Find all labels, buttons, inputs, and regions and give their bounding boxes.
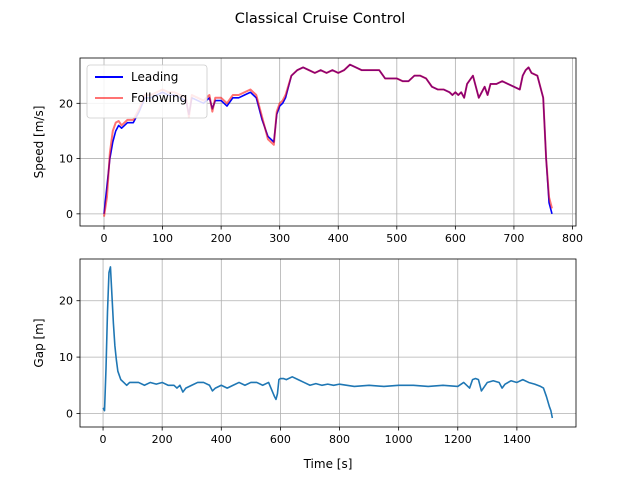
gap-xtick-label-1: 200	[152, 433, 173, 446]
figure-title: Classical Cruise Control	[235, 11, 405, 27]
gap-axes-frame	[79, 258, 577, 428]
speed-ytick-label-1: 10	[59, 153, 73, 166]
speed-legend	[86, 64, 208, 119]
gap-plot: 0 200 400 600 800 1000 1200 1400 0 10 20 Gap [m] Tim…	[32, 258, 577, 471]
speed-legend-label-leading: Leading	[131, 70, 178, 84]
gap-xtick-label-4: 800	[329, 433, 350, 446]
gap-xtick-label-6: 1200	[444, 433, 472, 446]
speed-xtick-label-3: 300	[269, 232, 290, 245]
gap-ytick-label-0: 0	[66, 407, 73, 420]
speed-axes-frame	[79, 57, 577, 227]
gap-xtick-label-3: 600	[270, 433, 291, 446]
gap-xtick-label-0: 0	[100, 433, 107, 446]
gap-series-0-line	[102, 266, 554, 419]
speed-xtick-label-7: 700	[503, 232, 524, 245]
gap-ytick-label-2: 20	[59, 295, 73, 308]
speed-xtick-label-8: 800	[562, 232, 583, 245]
speed-xtick-label-5: 500	[386, 232, 407, 245]
speed-xtick-label-0: 0	[101, 232, 108, 245]
speed-plot: 0 100 200 300 400 500 600 700 800 0 10 20 Speed [m/s…	[32, 57, 583, 245]
speed-ytick-label-0: 0	[66, 208, 73, 221]
speed-xtick-label-4: 400	[328, 232, 349, 245]
speed-xtick-label-6: 600	[445, 232, 466, 245]
gap-xtick-label-2: 400	[211, 433, 232, 446]
speed-ylabel: Speed [m/s]	[32, 106, 46, 179]
speed-ytick-label-2: 20	[59, 97, 73, 110]
gap-xtick-label-5: 1000	[385, 433, 413, 446]
gap-ytick-label-1: 10	[59, 351, 73, 364]
speed-legend-label-following: Following	[131, 91, 187, 105]
speed-xtick-label-2: 200	[211, 232, 232, 245]
gap-xtick-label-7: 1400	[503, 433, 531, 446]
speed-xtick-label-1: 100	[152, 232, 173, 245]
gap-xlabel: Time [s]	[303, 457, 353, 471]
gap-ylabel: Gap [m]	[32, 318, 46, 367]
